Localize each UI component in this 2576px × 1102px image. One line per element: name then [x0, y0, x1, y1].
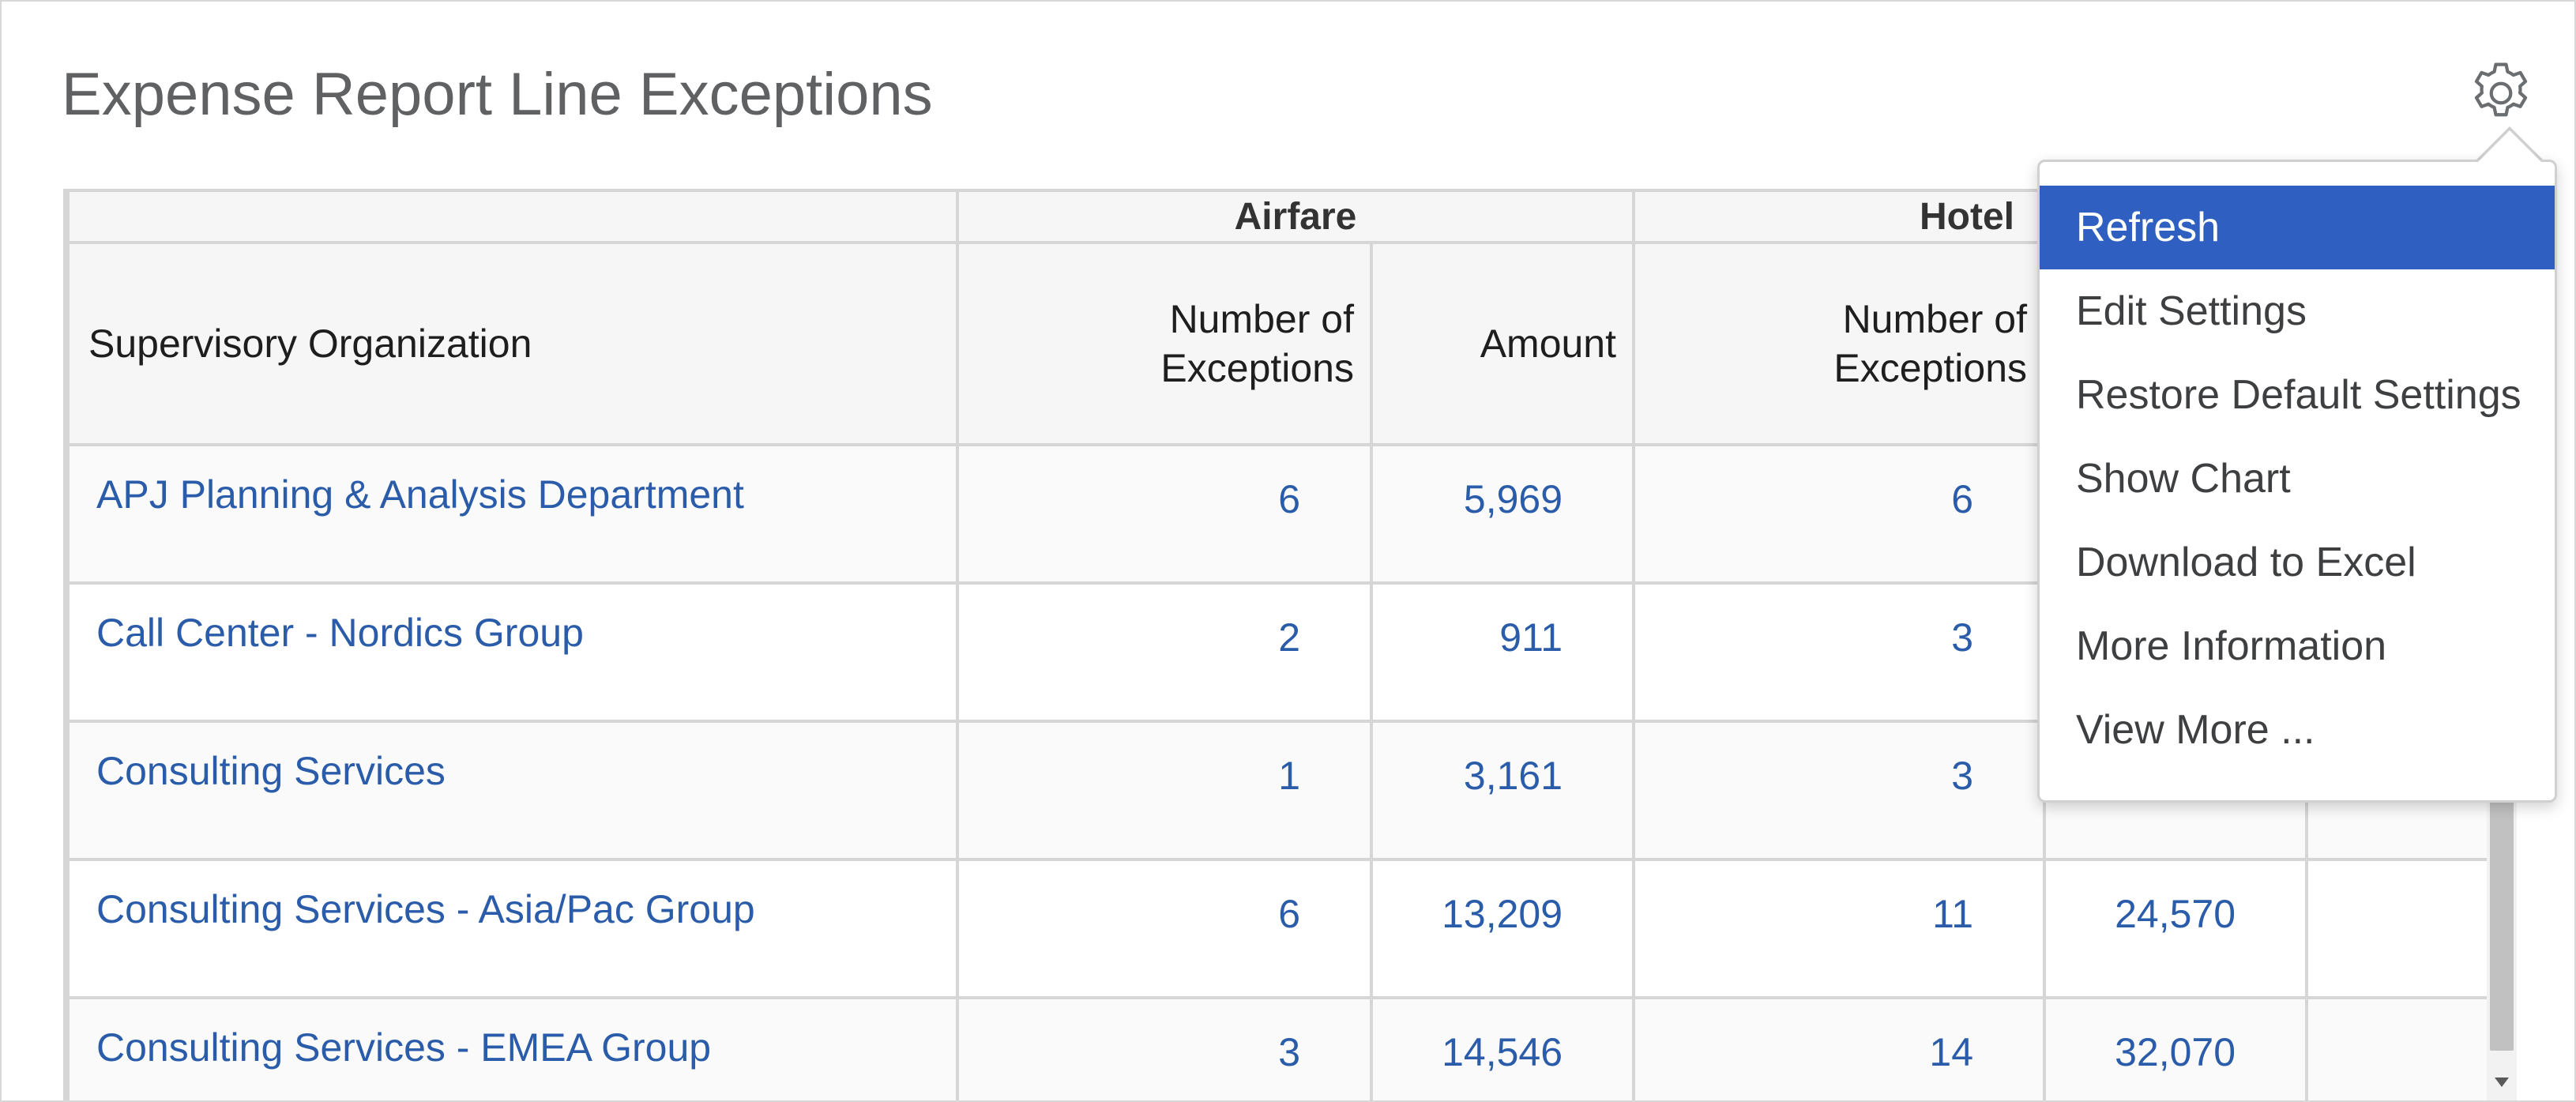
col-header-line2: Exceptions	[1833, 346, 2028, 390]
col-header-line1: Number of	[1842, 297, 2028, 341]
col-header-air-amount: Amount	[1369, 241, 1636, 446]
table-row: Consulting Services 1 3,161 3	[66, 720, 2493, 861]
col-header-hotel-exceptions: Number of Exceptions	[1632, 241, 2047, 446]
air-amount-link[interactable]: 911	[1499, 615, 1563, 660]
scroll-down-arrow-icon[interactable]	[2495, 1078, 2509, 1087]
menu-item-more-information[interactable]: More Information	[2076, 623, 2387, 669]
hotel-count-link[interactable]: 6	[1951, 477, 1974, 521]
hotel-count-link[interactable]: 11	[1932, 892, 1974, 936]
air-count-link[interactable]: 2	[1278, 615, 1300, 660]
org-link[interactable]: APJ Planning & Analysis Department	[96, 472, 744, 517]
extra-cell	[2305, 858, 2493, 999]
group-header-airfare: Airfare	[955, 189, 1636, 244]
hotel-amount-link[interactable]: 32,070	[2115, 1030, 2236, 1074]
menu-item-view-more[interactable]: View More ...	[2076, 707, 2315, 753]
menu-item-refresh[interactable]: Refresh	[2040, 186, 2555, 269]
hotel-count-link[interactable]: 14	[1929, 1030, 1974, 1074]
air-amount-link[interactable]: 5,969	[1463, 477, 1563, 521]
gear-icon[interactable]	[2465, 57, 2537, 130]
air-amount-link[interactable]: 14,546	[1442, 1030, 1563, 1074]
org-link[interactable]: Call Center - Nordics Group	[96, 611, 584, 655]
menu-item-show-chart[interactable]: Show Chart	[2076, 456, 2291, 502]
table-row: Consulting Services - EMEA Group 3 14,54…	[66, 996, 2493, 1100]
air-count-link[interactable]: 3	[1278, 1030, 1300, 1074]
menu-item-edit-settings[interactable]: Edit Settings	[2076, 288, 2307, 334]
group-header-blank	[66, 189, 959, 244]
page-title: Expense Report Line Exceptions	[62, 61, 933, 128]
extra-cell	[2305, 996, 2493, 1100]
hotel-count-link[interactable]: 3	[1951, 615, 1974, 660]
scrollbar-thumb[interactable]	[2490, 799, 2514, 1051]
col-header-line1: Number of	[1169, 297, 1354, 341]
hotel-count-link[interactable]: 3	[1951, 754, 1974, 798]
org-link[interactable]: Consulting Services - EMEA Group	[96, 1025, 712, 1070]
menu-item-restore-default-settings[interactable]: Restore Default Settings	[2076, 372, 2521, 418]
air-count-link[interactable]: 6	[1278, 477, 1300, 521]
air-amount-link[interactable]: 13,209	[1442, 892, 1563, 936]
settings-menu-list: Refresh Edit Settings Restore Default Se…	[2040, 162, 2555, 772]
menu-item-download-to-excel[interactable]: Download to Excel	[2076, 540, 2416, 585]
org-link[interactable]: Consulting Services - Asia/Pac Group	[96, 887, 755, 931]
settings-menu: Refresh Edit Settings Restore Default Se…	[2037, 160, 2557, 803]
col-header-org: Supervisory Organization	[66, 241, 959, 446]
air-amount-link[interactable]: 3,161	[1463, 754, 1563, 798]
col-header-line2: Exceptions	[1160, 346, 1354, 390]
air-count-link[interactable]: 6	[1278, 892, 1300, 936]
air-count-link[interactable]: 1	[1278, 754, 1300, 798]
menu-caret-inner	[2478, 130, 2541, 162]
org-link[interactable]: Consulting Services	[96, 749, 446, 793]
col-header-air-exceptions: Number of Exceptions	[956, 241, 1373, 446]
hotel-amount-link[interactable]: 24,570	[2115, 892, 2236, 936]
vertical-scrollbar[interactable]	[2487, 799, 2517, 1100]
table-row: Consulting Services - Asia/Pac Group 6 1…	[66, 858, 2493, 999]
